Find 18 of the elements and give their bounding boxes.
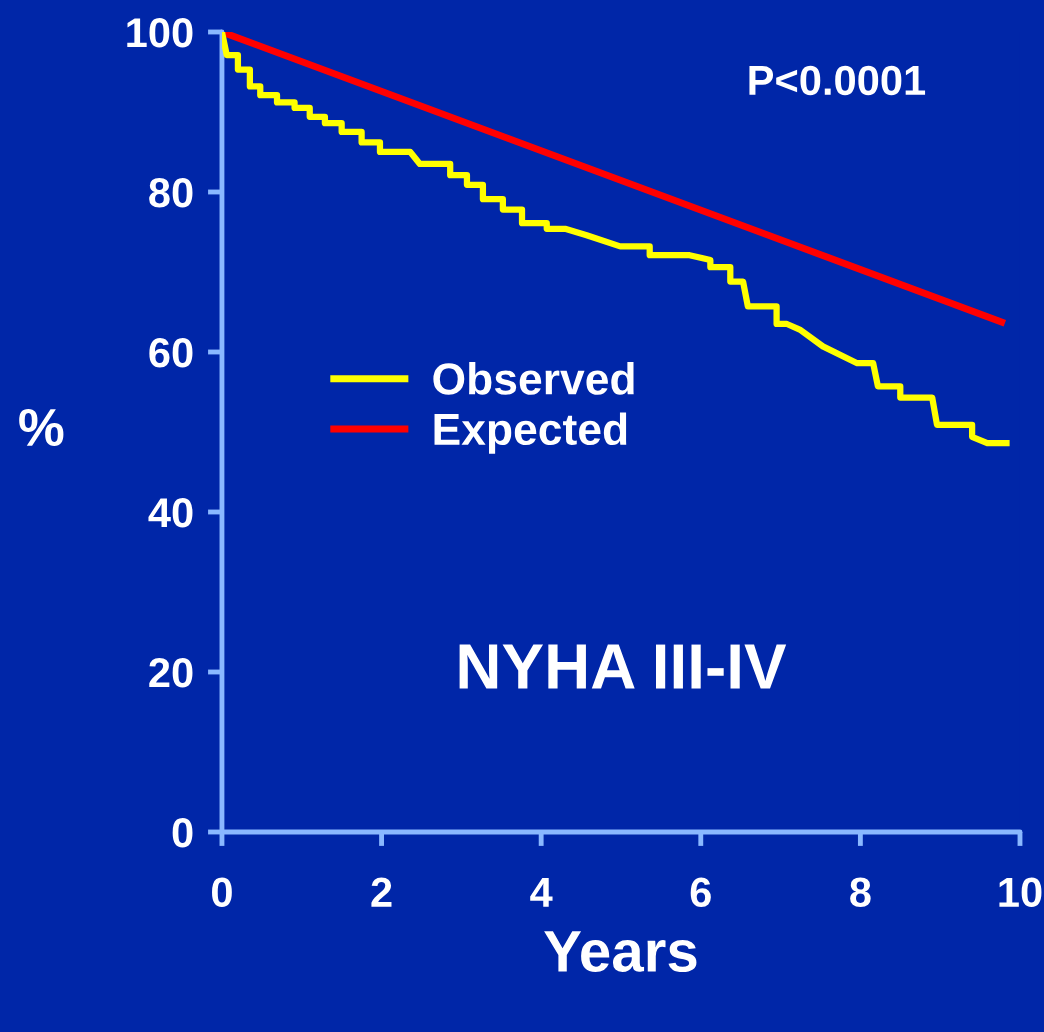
y-tick-label: 100 — [127, 17, 193, 48]
y-tick-label: 40 — [148, 498, 193, 528]
y-tick-label: 0 — [172, 818, 193, 848]
annotation: NYHA III-IV — [459, 644, 787, 689]
x-tick-label: 10 — [999, 877, 1042, 908]
y-axis-title: % — [19, 408, 64, 447]
x-tick-label: 2 — [371, 877, 392, 907]
x-tick-label: 4 — [530, 877, 553, 907]
y-tick-label: 80 — [149, 178, 193, 208]
legend-label: Expected — [434, 412, 627, 454]
y-tick-label: 60 — [149, 338, 193, 368]
x-tick-label: 0 — [212, 877, 232, 908]
x-axis-title: Years — [544, 931, 697, 973]
x-tick-label: 8 — [850, 877, 871, 908]
legend-label: Observed — [433, 362, 634, 395]
annotation: P<0.0001 — [749, 65, 926, 96]
y-tick-label: 20 — [149, 658, 193, 688]
x-tick-label: 6 — [690, 877, 711, 908]
